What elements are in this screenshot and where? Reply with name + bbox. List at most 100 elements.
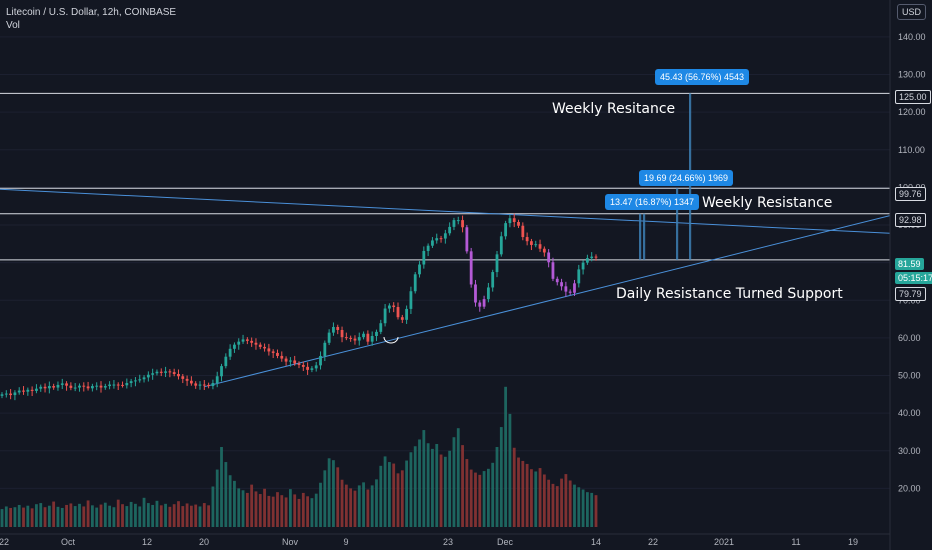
candle-body	[138, 379, 142, 381]
volume-bar	[353, 490, 357, 527]
volume-bar	[542, 474, 546, 527]
candle-body	[568, 291, 572, 293]
volume-bar	[90, 505, 94, 527]
candle-body	[233, 344, 236, 349]
x-tick-label: 23	[443, 537, 453, 547]
volume-bar	[134, 503, 137, 527]
candle-body	[443, 233, 447, 239]
volume-bar	[435, 443, 439, 527]
candle-body	[332, 326, 335, 333]
volume-bar	[387, 462, 391, 527]
volume-bar	[349, 488, 353, 527]
candle-body	[241, 339, 245, 342]
volume-bar	[95, 507, 99, 527]
candle-body	[73, 387, 77, 389]
candle-body	[383, 308, 387, 324]
volume-bar	[233, 480, 236, 527]
volume-bar	[551, 483, 555, 527]
volume-bar	[35, 504, 38, 527]
volume-bar	[370, 485, 374, 527]
candle-body	[504, 223, 508, 237]
candle-body	[90, 386, 94, 389]
volume-bar	[78, 503, 81, 527]
volume-bar	[237, 488, 241, 527]
volume-bar	[517, 457, 520, 527]
volume-bar	[245, 492, 249, 527]
volume-bar	[456, 428, 460, 527]
candle-body	[323, 342, 327, 356]
candle-body	[538, 244, 542, 249]
volume-bar	[332, 460, 335, 527]
x-tick-label: 22	[0, 537, 9, 547]
candle-body	[400, 317, 404, 320]
candle-body	[220, 366, 223, 377]
chart-legend: Litecoin / U.S. Dollar, 12h, COINBASE Vo…	[6, 6, 176, 32]
candle-body	[177, 374, 180, 377]
volume-bar	[103, 502, 107, 527]
chart-title: Litecoin / U.S. Dollar, 12h, COINBASE	[6, 7, 177, 18]
volume-bar	[301, 492, 305, 527]
measure-bars	[383, 93, 692, 344]
currency-selector[interactable]: USD	[896, 4, 926, 20]
candle-body	[517, 221, 520, 226]
volume-bar	[121, 504, 124, 527]
candle-body	[366, 333, 370, 342]
volume-bar	[207, 505, 211, 527]
candle-body	[590, 256, 594, 259]
volume-bar	[138, 506, 142, 527]
candle-body	[581, 262, 585, 270]
volume-bar	[0, 509, 4, 527]
candle-body	[215, 376, 219, 384]
volume-bar	[504, 386, 508, 527]
volume-bar	[56, 506, 60, 527]
candle-body	[99, 385, 103, 388]
candle-body	[465, 227, 469, 252]
candle-body	[439, 238, 443, 240]
y-tick-label: 60.00	[898, 333, 921, 343]
volume-bar	[9, 507, 13, 527]
y-tick-label: 40.00	[898, 408, 921, 418]
candle-body	[486, 287, 490, 300]
volume-bar	[422, 430, 426, 527]
volume-bar	[276, 492, 279, 527]
volume-bar	[189, 505, 193, 527]
price-tag-9298: 92.98	[895, 213, 926, 227]
volume-bar	[426, 443, 430, 527]
cup-mark	[383, 336, 399, 344]
y-tick-label: 50.00	[898, 371, 921, 381]
candle-body	[250, 340, 254, 343]
volume-bar	[409, 452, 413, 527]
candle-body	[194, 383, 198, 386]
candle-body	[456, 220, 460, 222]
candle-body	[254, 342, 258, 345]
candle-body	[392, 305, 396, 308]
candle-body	[482, 299, 486, 307]
candle-body	[499, 236, 503, 255]
measure-label-2: 19.69 (24.66%) 1969	[639, 170, 734, 186]
volume-bar	[267, 495, 271, 527]
volume-bars	[0, 386, 598, 527]
volume-bar	[297, 498, 301, 527]
measure-bar-2	[639, 213, 642, 260]
candle-body	[151, 373, 155, 375]
volume-bar	[215, 469, 219, 527]
volume-bar	[396, 473, 400, 527]
candle-body	[461, 220, 464, 228]
candle-body	[288, 360, 292, 362]
candle-body	[172, 372, 176, 375]
candle-body	[276, 352, 279, 356]
volume-bar	[375, 479, 378, 527]
volume-bar	[288, 489, 292, 527]
volume-bar	[465, 459, 469, 527]
candle-body	[573, 283, 576, 293]
y-tick-label: 20.00	[898, 483, 921, 493]
candle-body	[387, 305, 391, 309]
y-tick-label: 110.00	[898, 145, 925, 155]
y-tick-label: 30.00	[898, 446, 921, 456]
volume-bar	[39, 503, 43, 527]
candle-body	[39, 386, 43, 389]
candle-body	[78, 385, 81, 388]
volume-bar	[17, 504, 21, 527]
candle-body	[164, 371, 167, 373]
